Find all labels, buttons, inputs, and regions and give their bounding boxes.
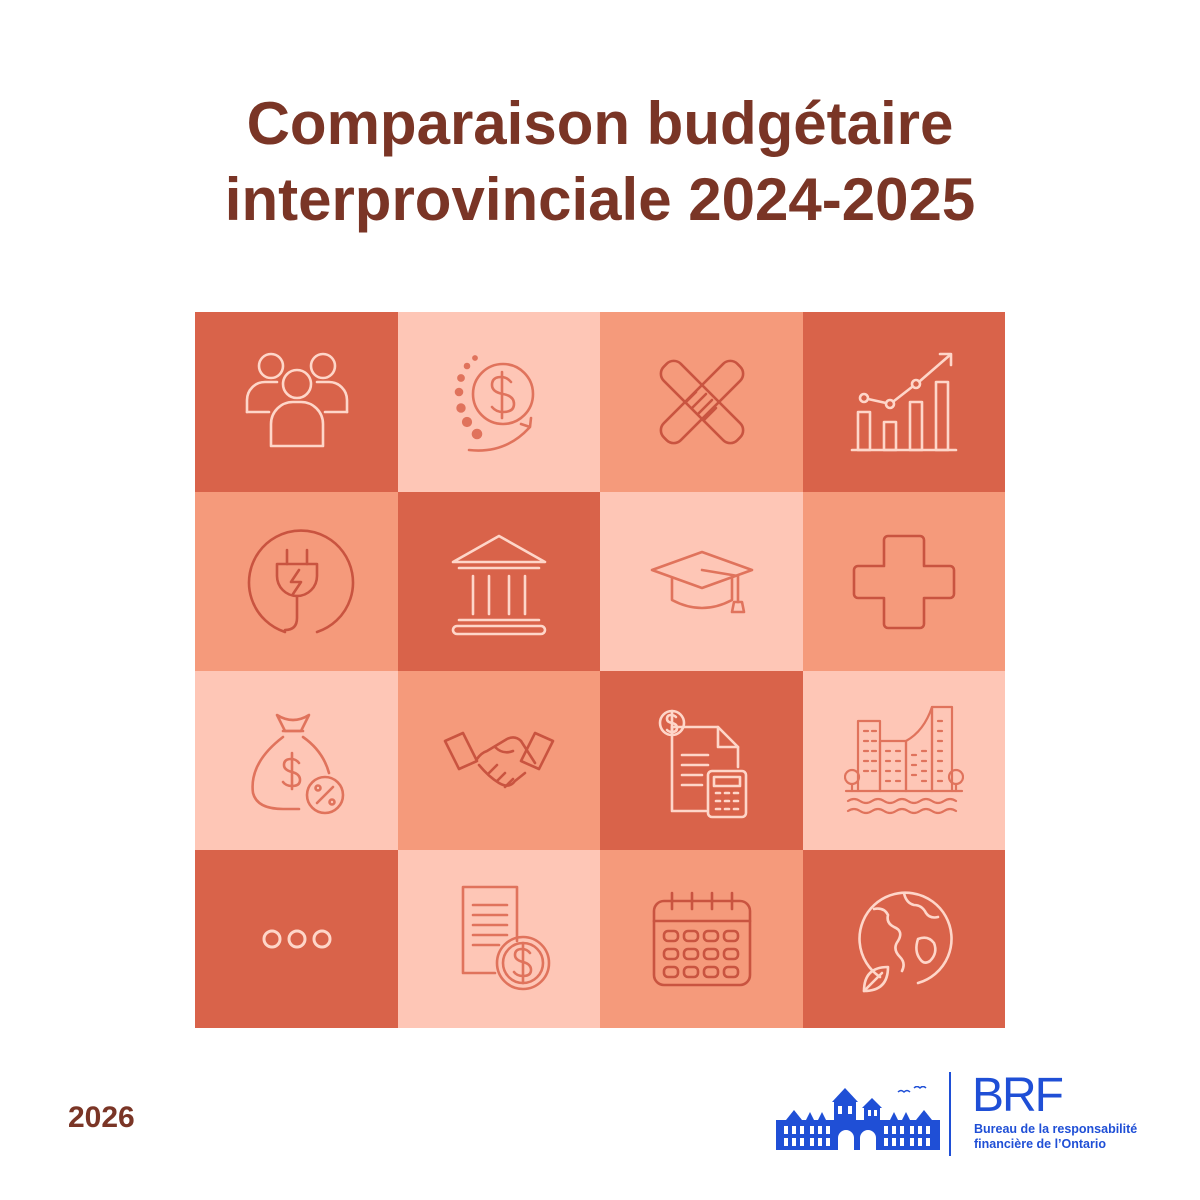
tile-city <box>803 671 1005 850</box>
tile-more <box>195 850 398 1028</box>
tile-stacked-hands <box>600 312 803 492</box>
money-bag-percent-icon <box>250 713 344 814</box>
tile-globe <box>803 850 1005 1028</box>
health-cross-icon <box>852 534 956 629</box>
logo-name-line-1: Bureau de la responsabilité <box>974 1122 1138 1136</box>
logo-divider <box>949 1072 951 1156</box>
handshake-icon <box>443 731 555 788</box>
tile-money-bag <box>195 671 398 850</box>
bar-chart-growth-icon <box>850 352 958 452</box>
legislature-building-icon <box>776 1086 940 1150</box>
power-plug-icon <box>247 528 354 633</box>
graduation-cap-icon <box>650 550 753 613</box>
calendar-icon <box>652 891 751 987</box>
dollar-growth-icon <box>454 355 535 452</box>
more-dots-icon <box>262 929 331 949</box>
tile-handshake <box>398 671 600 850</box>
invoice-calculator-icon <box>658 709 747 818</box>
tile-document-dollar <box>398 850 600 1028</box>
page-title: Comparaison budgétaire interprovinciale … <box>0 86 1200 238</box>
publication-year: 2026 <box>68 1101 135 1134</box>
globe-leaf-icon <box>858 891 953 993</box>
tile-power-plug <box>195 492 398 671</box>
tile-government-building <box>398 492 600 671</box>
icon-grid <box>195 312 1005 1028</box>
tile-calendar <box>600 850 803 1028</box>
tile-dollar-growth <box>398 312 600 492</box>
stacked-hands-icon <box>659 359 744 445</box>
tile-graduation-cap <box>600 492 803 671</box>
document-dollar-icon <box>461 885 551 991</box>
tile-health-cross <box>803 492 1005 671</box>
tile-bar-chart <box>803 312 1005 492</box>
government-building-icon <box>451 534 547 635</box>
logo-name-line-2: financière de l’Ontario <box>974 1137 1106 1151</box>
title-line-2: interprovinciale 2024-2025 <box>224 166 976 233</box>
brf-logo: BRF Bureau de la responsabilité financiè… <box>776 1069 1176 1160</box>
people-group-icon <box>245 352 348 448</box>
logo-acronym: BRF <box>972 1069 1064 1122</box>
tile-invoice-calculator <box>600 671 803 850</box>
logo-organization-name: Bureau de la responsabilité financière d… <box>974 1122 1137 1152</box>
city-buildings-icon <box>844 705 964 814</box>
tile-people <box>195 312 398 492</box>
title-line-1: Comparaison budgétaire <box>246 90 954 157</box>
